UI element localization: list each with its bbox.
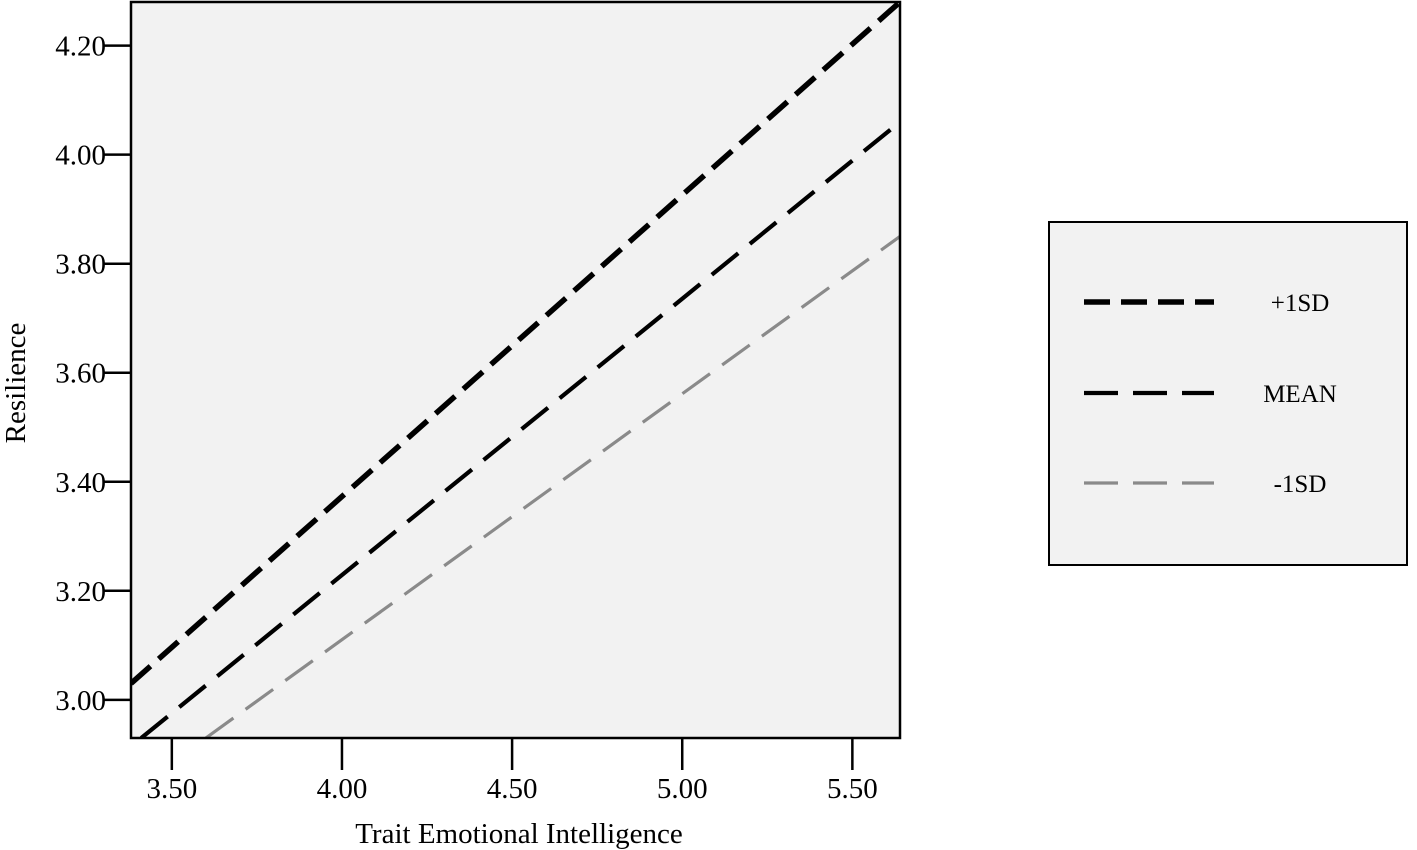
y-tick-label: 3.80 [55, 249, 106, 281]
series-line-3 [204, 235, 900, 738]
y-tick-label: 3.60 [55, 358, 106, 390]
legend-label-2: MEAN [1263, 381, 1337, 408]
x-tick-label: 5.00 [657, 773, 708, 805]
y-axis-label: Resilience [0, 323, 32, 444]
plot-frame [129, 0, 902, 740]
y-tick-label: 4.00 [55, 140, 106, 172]
y-tick-label: 3.00 [55, 685, 106, 717]
legend-label-3: -1SD [1274, 471, 1327, 498]
plot-area [131, 2, 900, 738]
y-tick-label: 4.20 [55, 31, 106, 63]
legend: +1SD MEAN -1SD [1048, 221, 1408, 566]
x-tick-label: 4.00 [317, 773, 368, 805]
x-axis-label: Trait Emotional Intelligence [355, 818, 683, 850]
y-tick-label: 3.20 [55, 576, 106, 608]
x-tick-label: 3.50 [146, 773, 197, 805]
series-line-2 [139, 120, 900, 738]
x-tick-label: 5.50 [827, 773, 878, 805]
y-tick-label: 3.40 [55, 467, 106, 499]
x-tick-label: 4.50 [487, 773, 538, 805]
series-line-1 [131, 2, 900, 686]
legend-label-1: +1SD [1271, 290, 1330, 317]
